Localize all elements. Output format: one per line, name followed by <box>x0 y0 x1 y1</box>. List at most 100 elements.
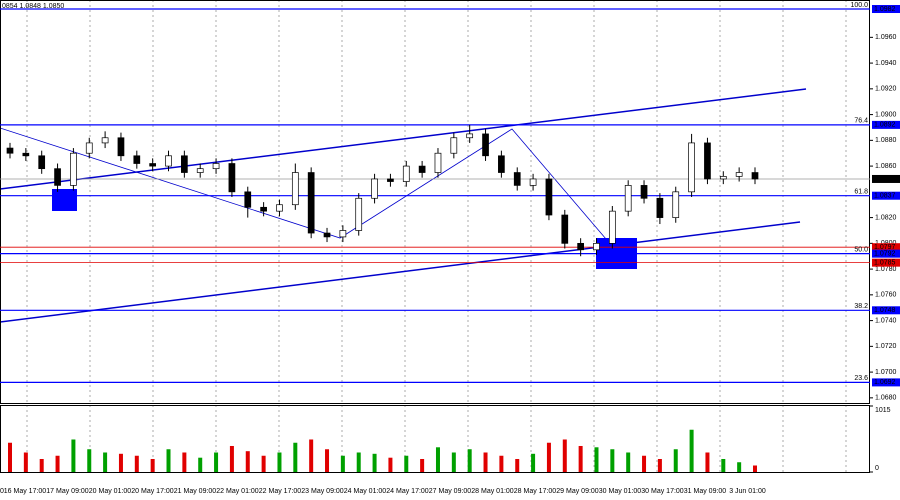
volume-bar <box>340 455 345 472</box>
candle-body <box>640 185 648 199</box>
level-label: 1.0748 <box>874 307 896 314</box>
volume-bar <box>531 453 536 472</box>
volume-bar <box>642 455 647 472</box>
y-tick-label: 1.0820 <box>875 214 897 221</box>
volume-bar <box>71 439 76 472</box>
volume-bar <box>721 458 726 472</box>
x-tick-label: 31 May 09:00 <box>684 488 727 495</box>
volume-bar <box>562 439 567 472</box>
volume-bar <box>673 449 678 472</box>
volume-bar <box>8 442 12 472</box>
volume-bar <box>198 457 203 472</box>
current-price-label: 1.0850 <box>874 176 896 183</box>
candle-body <box>196 168 204 173</box>
x-tick-label: 21 May 09:00 <box>174 488 217 495</box>
x-tick-label: 28 May 17:00 <box>514 488 557 495</box>
x-tick-label: 20 May 17:00 <box>131 488 174 495</box>
candle-body <box>608 210 616 244</box>
level-label: 1.0837 <box>874 193 896 200</box>
volume-bar <box>435 447 440 472</box>
y-tick-label: 1.0960 <box>875 34 897 41</box>
candle-body <box>624 185 632 212</box>
x-tick-label: 29 May 09:00 <box>556 488 599 495</box>
y-tick-label: 1.0700 <box>875 369 897 376</box>
candle-body <box>688 142 695 193</box>
candle-body <box>656 197 664 218</box>
level-label-box <box>872 243 900 252</box>
x-tick-label: 16 May 17:00 <box>4 488 47 495</box>
y-tick-label: 1.0760 <box>875 292 897 299</box>
candle-body <box>751 172 759 180</box>
volume-bar <box>388 457 393 472</box>
candle-body <box>513 172 521 186</box>
x-tick-label: 30 May 17:00 <box>641 488 684 495</box>
level-label: 1.0797 <box>874 244 896 251</box>
candle-body <box>434 152 442 173</box>
candle-body <box>577 242 584 251</box>
candle-body <box>719 176 727 180</box>
level-label-box <box>872 249 900 258</box>
volume-bar <box>325 449 330 472</box>
x-tick-label: 20 May 01:00 <box>89 488 132 495</box>
candle-body <box>244 191 252 208</box>
candle-body <box>22 152 30 157</box>
y-tick-label: 1.0920 <box>875 86 897 93</box>
candle-body <box>149 163 157 167</box>
volume-bar <box>55 455 60 472</box>
level-label-box <box>872 191 900 200</box>
candle-body <box>6 147 14 154</box>
y-tick-label: 1.0940 <box>875 60 897 67</box>
current-price-box <box>872 174 900 183</box>
x-tick-label: 23 May 09:00 <box>301 488 344 495</box>
volume-bar <box>87 449 92 472</box>
volume-bar <box>451 452 456 472</box>
volume-bar <box>546 442 551 472</box>
fib-label: 100.0 <box>850 2 868 9</box>
volume-bar <box>182 452 187 472</box>
level-label: 1.0792 <box>874 250 896 257</box>
x-tick-label: 22 May 01:00 <box>216 488 259 495</box>
candle-body <box>466 133 474 139</box>
volume-bar <box>134 455 139 472</box>
volume-bar <box>214 452 219 472</box>
level-label: 1.0692 <box>874 379 896 386</box>
candle-body <box>70 152 77 186</box>
candle-body <box>498 155 505 173</box>
volume-bar <box>689 429 694 472</box>
candle-body <box>735 172 743 177</box>
header: 0854 1.0848 1.0850 <box>2 3 64 10</box>
volume-bar <box>293 442 298 472</box>
volume-bar <box>578 445 583 472</box>
volume-bar <box>515 458 520 472</box>
price-frame <box>0 0 870 404</box>
volume-bar <box>705 452 710 472</box>
candle-body <box>339 230 347 238</box>
candle-body <box>593 242 600 251</box>
x-tick-label: 27 May 09:00 <box>429 488 472 495</box>
candle-body <box>355 197 363 231</box>
volume-bar <box>150 458 155 472</box>
fib-label: 61.8 <box>854 189 868 196</box>
fib-label: 23.6 <box>854 375 868 382</box>
x-tick-label: 22 May 17:00 <box>259 488 302 495</box>
volume-bar <box>23 452 28 472</box>
candle-body <box>212 163 220 170</box>
candle-body <box>450 137 458 154</box>
volume-bar <box>229 445 234 472</box>
vertical-grid <box>26 0 847 472</box>
y-tick-label: 1.0900 <box>875 111 897 118</box>
level-label-box <box>872 258 900 267</box>
x-tick-label: 3 Jun 01:00 <box>729 488 766 495</box>
x-tick-label: 30 May 01:00 <box>599 488 642 495</box>
candle-body <box>101 137 109 144</box>
level-label-box <box>872 5 900 14</box>
level-label: 1.0785 <box>874 260 896 267</box>
candle-body <box>291 172 299 206</box>
volume-bar <box>245 451 250 472</box>
x-tick-label: 17 May 09:00 <box>46 488 89 495</box>
volume-bar <box>356 452 361 472</box>
volume-bar <box>118 453 123 472</box>
candle-body <box>117 137 125 157</box>
candle-body <box>387 178 394 182</box>
